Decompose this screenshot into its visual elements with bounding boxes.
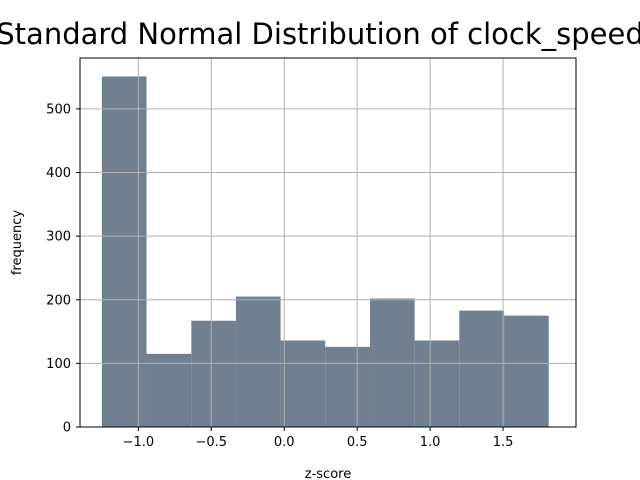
histogram-bar — [504, 315, 549, 427]
histogram-bar — [101, 76, 147, 427]
y-tick-label: 500 — [46, 102, 71, 117]
histogram-bar — [191, 320, 236, 427]
y-tick-label: 200 — [46, 293, 71, 308]
histogram-bar — [459, 310, 505, 427]
histogram-bar — [414, 340, 460, 427]
x-axis-label: z-score — [305, 467, 351, 480]
y-tick-label: 400 — [46, 166, 71, 181]
histogram-bars — [101, 76, 549, 427]
x-tick-label: −1.0 — [123, 435, 155, 450]
histogram-bar — [146, 353, 192, 427]
x-tick-label: 1.0 — [420, 435, 441, 450]
y-tick-label: 300 — [46, 230, 71, 245]
histogram-bar — [280, 340, 326, 427]
plot-frame — [79, 57, 577, 428]
x-tick-label: −0.5 — [196, 435, 228, 450]
histogram-bar — [325, 346, 371, 427]
y-tick-label: 100 — [46, 357, 71, 372]
y-axis-label: frequency — [10, 210, 25, 276]
histogram-bar — [235, 296, 281, 427]
x-tick-label: 0.0 — [274, 435, 295, 450]
y-tick-label: 0 — [63, 421, 71, 436]
chart-title: Standard Normal Distribution of clock_sp… — [0, 17, 640, 51]
x-tick-label: 0.5 — [347, 435, 368, 450]
histogram-bar — [370, 298, 415, 427]
axis-ticks: −1.0 −0.5 0.0 0.5 1.0 1.5 0 100 200 300 400 500 — [46, 102, 513, 450]
x-tick-label: 1.5 — [493, 435, 514, 450]
